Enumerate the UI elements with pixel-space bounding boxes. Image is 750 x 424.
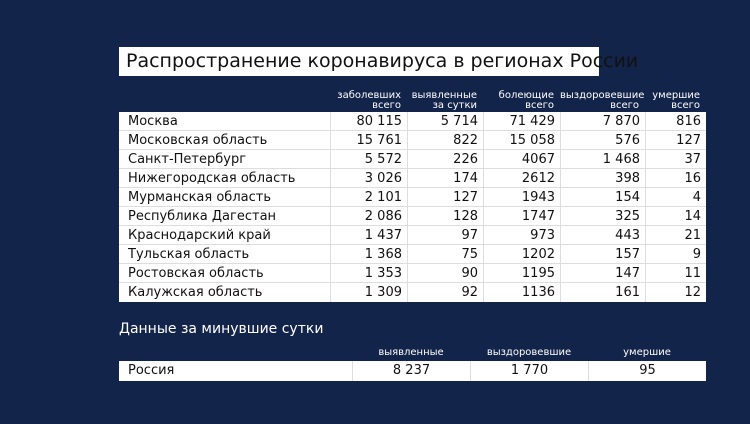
table-cell: 16 (645, 169, 706, 187)
table-cell: 226 (407, 150, 483, 168)
table-cell: 12 (645, 283, 706, 302)
table-row: Москва 80 115 5 714 71 429 7 870 816 (119, 112, 706, 131)
table-cell: 14 (645, 207, 706, 225)
column-header: выявленные (378, 347, 444, 358)
table-cell: 147 (560, 264, 645, 282)
region-name: Нижегородская область (128, 171, 296, 186)
table-cell: 1195 (483, 264, 560, 282)
daily-table: Россия 8 237 1 770 95 (119, 361, 706, 381)
column-header: умершие всего (645, 91, 700, 111)
table-cell: 8 237 (352, 361, 470, 381)
table-cell: 1 437 (330, 226, 407, 244)
region-name: Тульская область (128, 247, 250, 262)
table-cell: 443 (560, 226, 645, 244)
table-cell: 80 115 (330, 112, 407, 130)
region-name: Москва (128, 114, 178, 129)
table-cell: 92 (407, 283, 483, 302)
header-line: за сутки (432, 100, 477, 111)
table-cell: 3 026 (330, 169, 407, 187)
table-cell: 9 (645, 245, 706, 263)
table-cell: 4 (645, 188, 706, 206)
table-row: Санкт-Петербург 5 572 226 4067 1 468 37 (119, 150, 706, 169)
table-cell: 1 368 (330, 245, 407, 263)
column-header: выздоровевшие (486, 347, 572, 358)
column-header: болеющие всего (483, 91, 554, 111)
table-cell: 1 468 (560, 150, 645, 168)
table-cell: 15 761 (330, 131, 407, 149)
table-cell: 90 (407, 264, 483, 282)
table-cell: 161 (560, 283, 645, 302)
table-cell: 1 309 (330, 283, 407, 302)
table-row: Республика Дагестан 2 086 128 1747 325 14 (119, 207, 706, 226)
header-line: заболевших (337, 90, 401, 101)
table-cell: 5 572 (330, 150, 407, 168)
region-name: Ростовская область (128, 266, 264, 281)
table-cell: 75 (407, 245, 483, 263)
table-cell: 822 (407, 131, 483, 149)
column-header: заболевших всего (330, 91, 401, 111)
region-name: Республика Дагестан (128, 209, 277, 224)
region-name: Краснодарский край (128, 228, 271, 243)
region-name: Московская область (128, 133, 268, 148)
table-cell: 37 (645, 150, 706, 168)
table-cell: 2 101 (330, 188, 407, 206)
table-cell: 973 (483, 226, 560, 244)
header-line: выявленные (411, 90, 477, 101)
table-cell: 398 (560, 169, 645, 187)
header-line: умершие (652, 90, 700, 101)
table-cell: 2 086 (330, 207, 407, 225)
region-name: Санкт-Петербург (128, 152, 247, 167)
table-cell: 1 353 (330, 264, 407, 282)
table-cell: 2612 (483, 169, 560, 187)
header-line: всего (671, 100, 700, 111)
table-cell: 1 770 (470, 361, 588, 381)
table-cell: 127 (407, 188, 483, 206)
region-name: Мурманская область (128, 190, 271, 205)
title: Распространение коронавируса в регионах … (119, 47, 638, 76)
header-line: всего (372, 100, 401, 111)
table-cell: 7 870 (560, 112, 645, 130)
header-line: болеющие (498, 90, 554, 101)
table-row: Тульская область 1 368 75 1202 157 9 (119, 245, 706, 264)
table-cell: 71 429 (483, 112, 560, 130)
column-header: выздоровевшие всего (560, 90, 645, 111)
table-cell: 1202 (483, 245, 560, 263)
table-cell: 5 714 (407, 112, 483, 130)
table-cell: 325 (560, 207, 645, 225)
table-cell: 11 (645, 264, 706, 282)
region-name: Калужская область (128, 285, 263, 300)
table-cell: 15 058 (483, 131, 560, 149)
table-row: Московская область 15 761 822 15 058 576 127 (119, 131, 706, 150)
table-cell: 1747 (483, 207, 560, 225)
region-name: Россия (128, 363, 175, 378)
column-header: умершие (623, 347, 671, 358)
header-line: выздоровевшие (560, 90, 645, 101)
table-cell: 21 (645, 226, 706, 244)
table-cell: 97 (407, 226, 483, 244)
table-row: Нижегородская область 3 026 174 2612 398 16 (119, 169, 706, 188)
table-row: Калужская область 1 309 92 1136 161 12 (119, 283, 706, 302)
table-cell: 128 (407, 207, 483, 225)
table-row: Мурманская область 2 101 127 1943 154 4 (119, 188, 706, 207)
table-cell: 154 (560, 188, 645, 206)
table-cell: 1943 (483, 188, 560, 206)
daily-title: Данные за минувшие сутки (119, 321, 324, 337)
table-row: Ростовская область 1 353 90 1195 147 11 (119, 264, 706, 283)
column-header: выявленные за сутки (407, 91, 477, 111)
table-cell: 95 (588, 361, 706, 381)
table-cell: 174 (407, 169, 483, 187)
header-line: всего (610, 100, 639, 111)
header-line: всего (525, 100, 554, 111)
table-cell: 576 (560, 131, 645, 149)
table-cell: 4067 (483, 150, 560, 168)
table-row: Краснодарский край 1 437 97 973 443 21 (119, 226, 706, 245)
regions-table: Москва 80 115 5 714 71 429 7 870 816 Московска… (119, 112, 706, 302)
table-cell: 816 (645, 112, 706, 130)
table-cell: 127 (645, 131, 706, 149)
table-cell: 1136 (483, 283, 560, 302)
table-cell: 157 (560, 245, 645, 263)
